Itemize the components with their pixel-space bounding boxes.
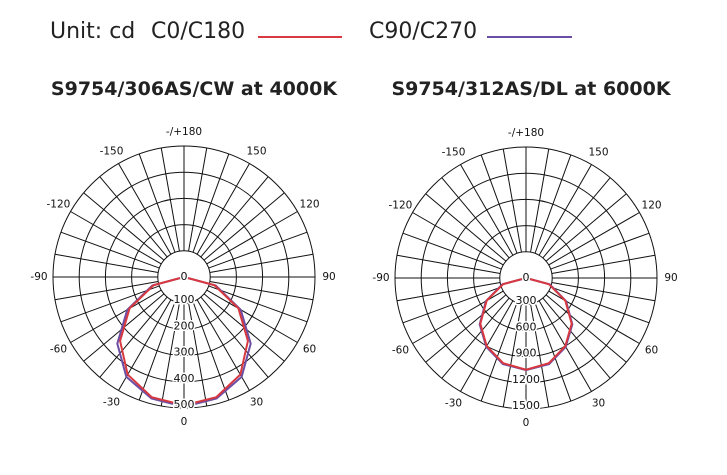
angle-tick-label: 60 (645, 345, 658, 357)
radial-tick-label: 300 (174, 346, 195, 359)
angle-tick-label: 150 (246, 145, 266, 157)
radial-tick-label: 900 (516, 347, 537, 360)
ring (394, 146, 658, 410)
radial-tick-label: 1200 (512, 373, 540, 386)
series-line (116, 276, 252, 408)
ring (131, 224, 237, 330)
angle-tick-label: -120 (47, 199, 71, 211)
radial-tick-label: 300 (516, 294, 537, 307)
ring (78, 171, 290, 383)
angle-tick-label: -120 (389, 200, 413, 212)
angle-tick-label: 0 (181, 416, 188, 428)
ring (446, 198, 606, 358)
angle-tick-label: 150 (588, 146, 608, 158)
chart-title: S9754/306AS/CW at 4000K (51, 78, 338, 100)
angle-tick-label: 30 (592, 398, 605, 410)
ring (499, 251, 553, 305)
angle-tick-label: 90 (322, 271, 335, 283)
radial-tick-label: 1500 (512, 399, 540, 412)
radial-tick-label: 400 (174, 372, 195, 385)
legend-label: C0/C180 (151, 19, 245, 44)
ring (104, 197, 264, 357)
radial-tick-label: 500 (174, 398, 195, 411)
angle-tick-label: 120 (300, 199, 320, 211)
angle-tick-label: -30 (445, 398, 462, 410)
angle-tick-label: 0 (523, 417, 530, 429)
angle-tick-label: -90 (30, 271, 47, 283)
angle-tick-label: 120 (642, 200, 662, 212)
series-line (119, 276, 249, 407)
angle-tick-label: -/+180 (508, 127, 544, 139)
radial-tick-label: 100 (174, 293, 195, 306)
unit-label: Unit: cd (50, 19, 135, 44)
ring (52, 145, 316, 409)
ring (473, 225, 579, 331)
ring (157, 250, 211, 304)
angle-tick-label: 90 (664, 272, 677, 284)
ring (420, 172, 632, 384)
radial-tick-label: 0 (523, 271, 530, 284)
angle-tick-label: -60 (50, 344, 67, 356)
angle-tick-label: -90 (372, 272, 389, 284)
angle-tick-label: -150 (442, 146, 466, 158)
series-line (479, 277, 573, 371)
angle-tick-label: 60 (303, 344, 316, 356)
angle-tick-label: -150 (100, 145, 124, 157)
radial-tick-label: 200 (174, 319, 195, 332)
radial-tick-label: 0 (181, 270, 188, 283)
radial-tick-label: 600 (516, 320, 537, 333)
chart-title: S9754/312AS/DL at 6000K (391, 78, 671, 100)
angle-tick-label: 30 (250, 397, 263, 409)
legend-label: C90/C270 (369, 19, 477, 44)
angle-tick-label: -60 (392, 345, 409, 357)
angle-tick-label: -/+180 (166, 126, 202, 138)
angle-tick-label: -30 (103, 397, 120, 409)
